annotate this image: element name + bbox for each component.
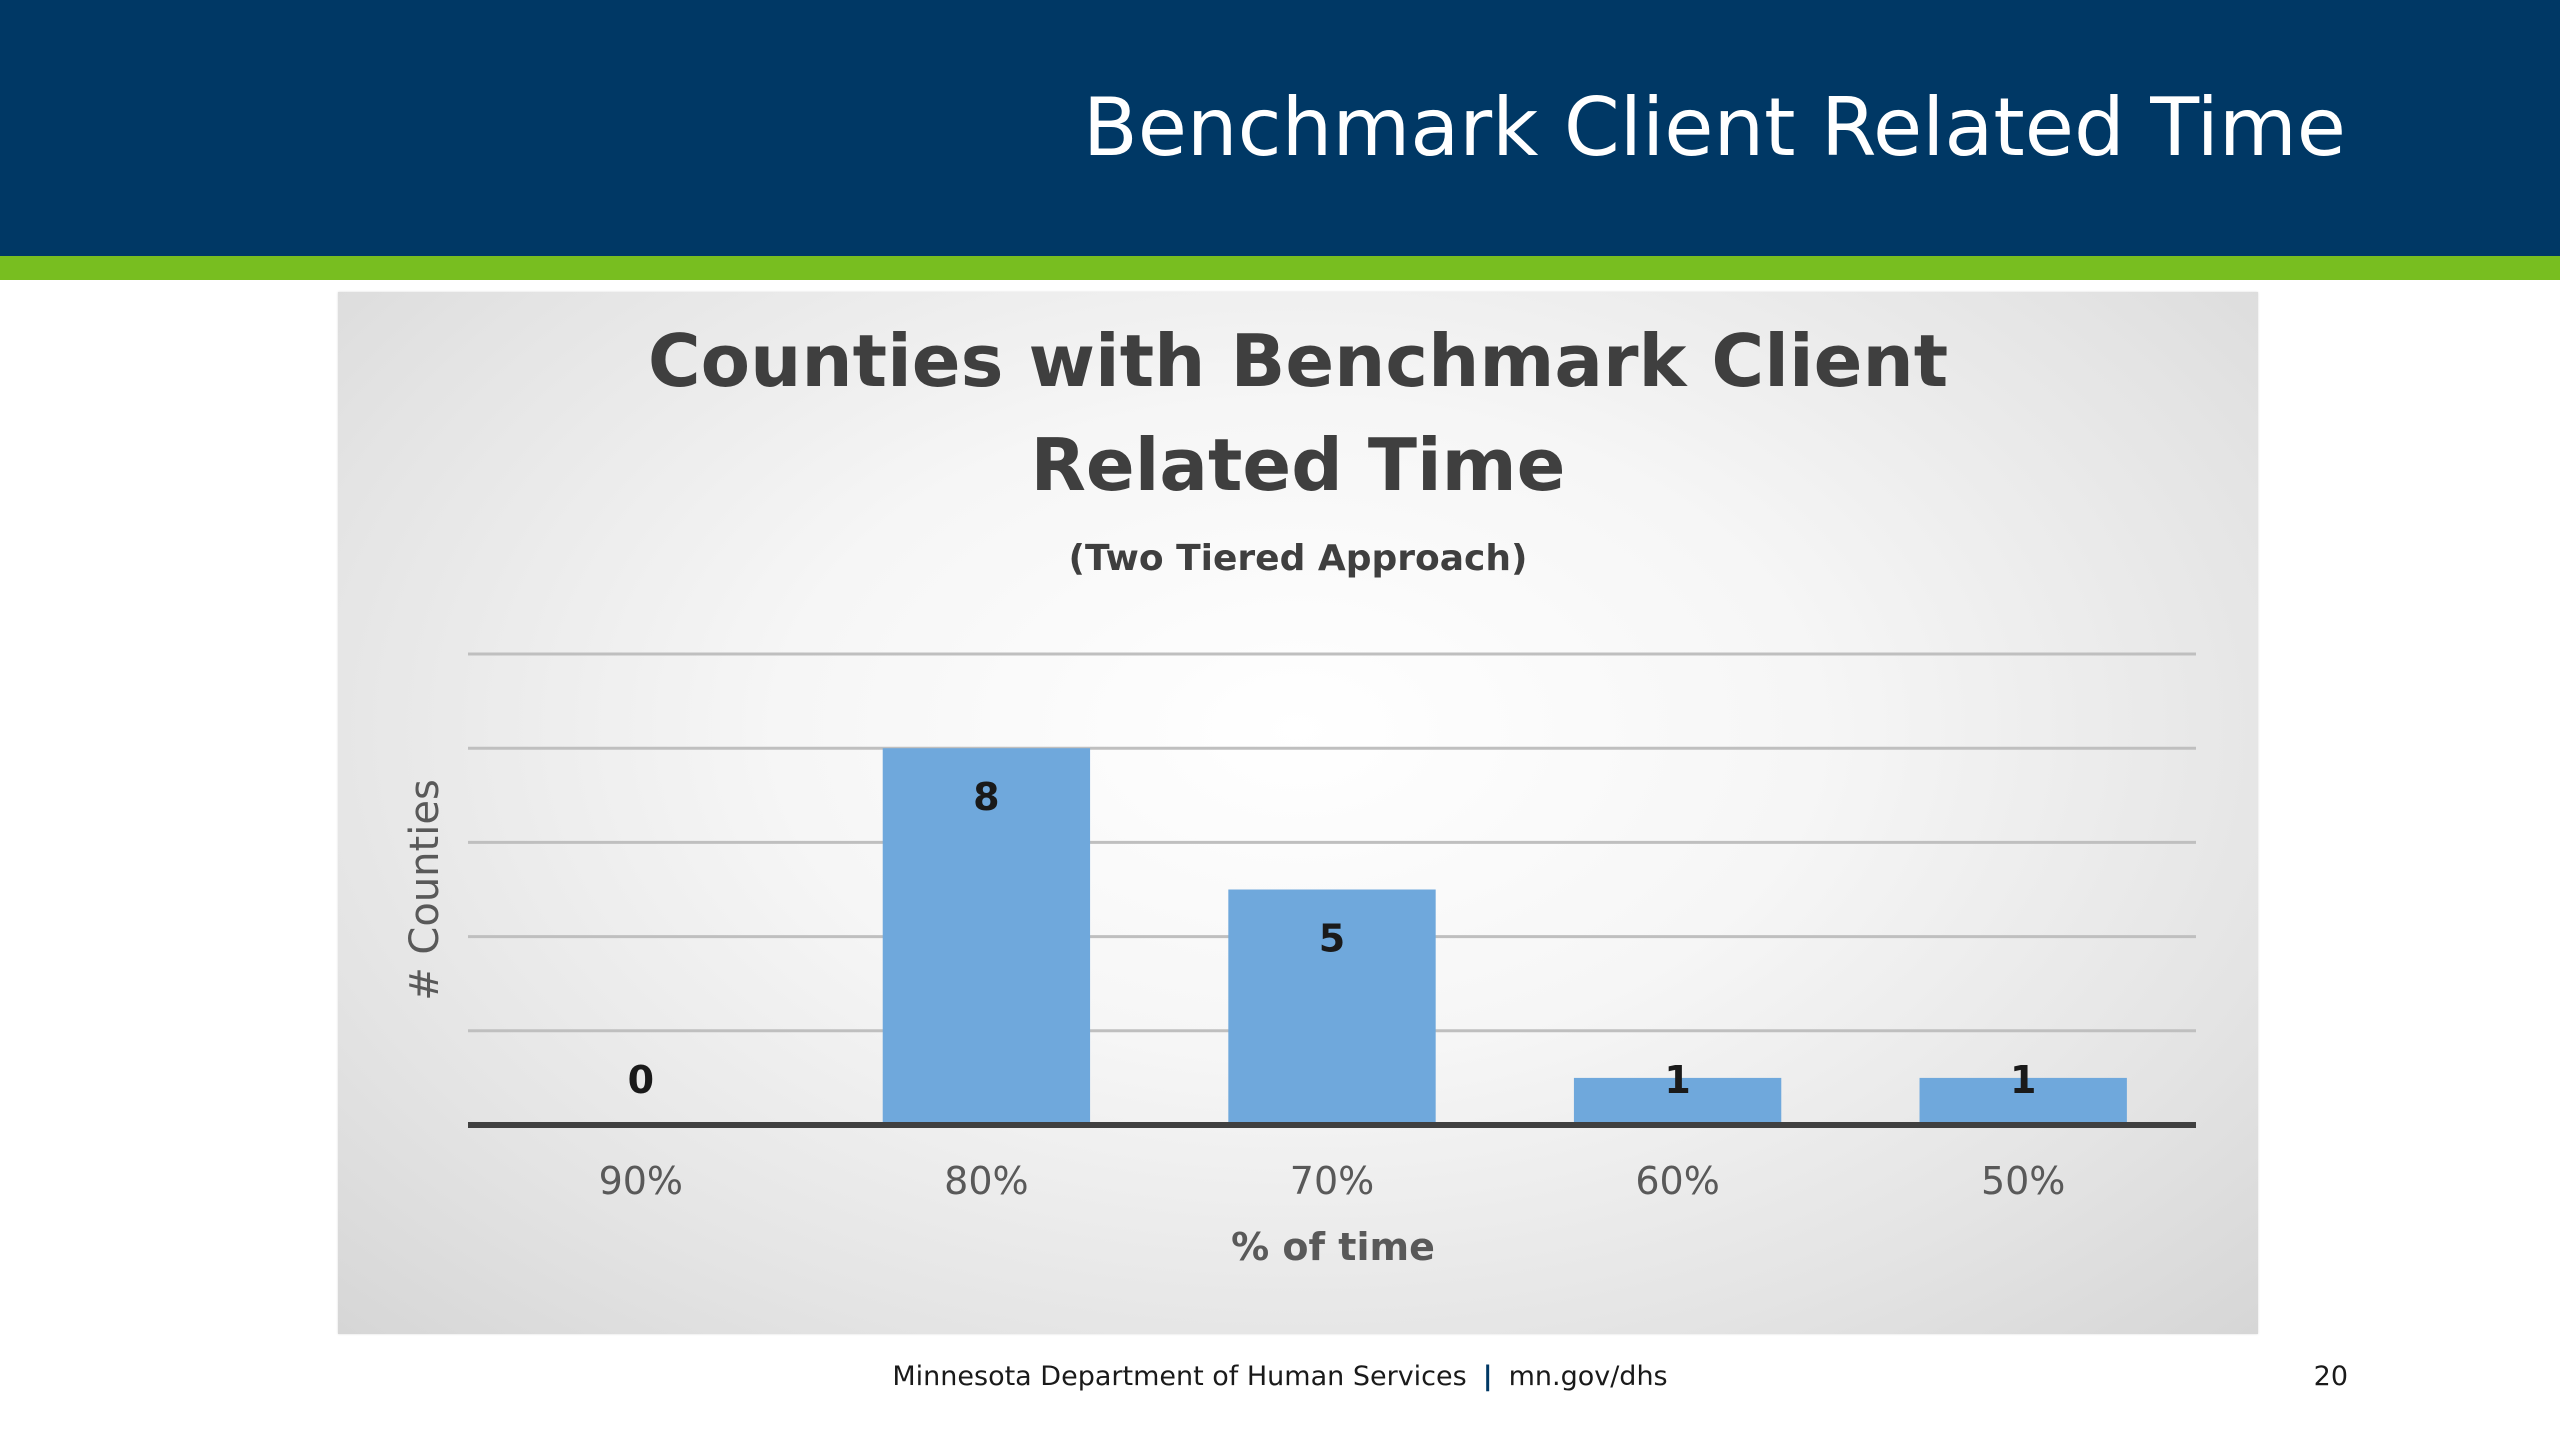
accent-bar — [0, 256, 2560, 280]
data-label: 1 — [2010, 1058, 2036, 1102]
chart-title-line-2: Related Time — [1030, 423, 1565, 507]
data-label: 1 — [1664, 1058, 1690, 1102]
x-axis-title: % of time — [1231, 1225, 1435, 1269]
page-number: 20 — [2313, 1361, 2348, 1392]
footer-url: mn.gov/dhs — [1508, 1361, 1668, 1392]
bar-70% — [1228, 889, 1436, 1125]
chart-subtitle: (Two Tiered Approach) — [1069, 538, 1528, 579]
data-label: 8 — [973, 775, 999, 819]
x-tick-label: 80% — [944, 1159, 1028, 1203]
gridlines — [468, 652, 2196, 1033]
slide-title: Benchmark Client Related Time — [1082, 81, 2346, 174]
chart-title-line-1: Counties with Benchmark Client — [648, 319, 1948, 403]
x-tick-label: 60% — [1635, 1159, 1719, 1203]
footer-separator: | — [1482, 1361, 1493, 1392]
data-labels: 0 8 5 1 1 — [628, 775, 2037, 1102]
y-axis-title: # Counties — [402, 779, 448, 1001]
bar-chart: Counties with Benchmark Client Related T… — [402, 319, 2196, 1269]
bar-60% — [1573, 1077, 1782, 1125]
x-tick-labels: 90% 80% 70% 60% 50% — [599, 1159, 2066, 1203]
data-label: 5 — [1319, 917, 1345, 961]
data-label: 0 — [628, 1058, 654, 1102]
footer-org: Minnesota Department of Human Services — [892, 1361, 1467, 1392]
bar-50% — [1919, 1077, 2127, 1125]
bar-80% — [882, 748, 1091, 1125]
x-tick-label: 70% — [1290, 1159, 1374, 1203]
x-tick-label: 50% — [1981, 1159, 2065, 1203]
header-banner: Benchmark Client Related Time — [0, 0, 2560, 256]
footer: Minnesota Department of Human Services | m… — [0, 1352, 2560, 1402]
chart-panel: Counties with Benchmark Client Related T… — [338, 292, 2258, 1334]
bars — [882, 748, 2127, 1125]
x-tick-label: 90% — [599, 1159, 683, 1203]
